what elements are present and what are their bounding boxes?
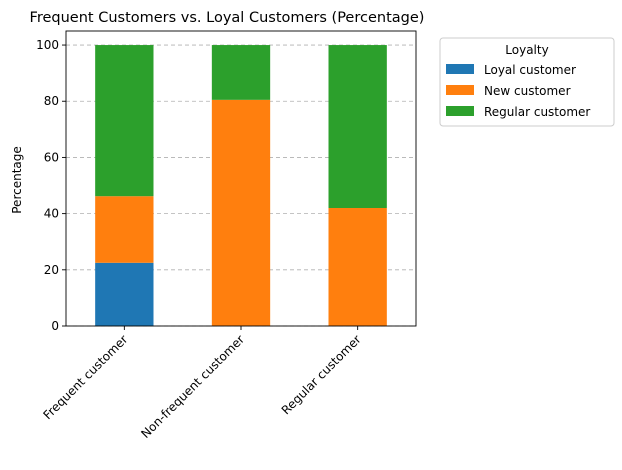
y-tick-label: 60 <box>44 150 59 164</box>
y-tick-label: 100 <box>36 38 59 52</box>
y-tick-label: 0 <box>51 319 59 333</box>
y-axis-label: Percentage <box>10 146 24 214</box>
legend-label: Regular customer <box>484 105 590 119</box>
x-tick-label: Frequent customer <box>40 332 130 422</box>
y-tick-label: 80 <box>44 94 59 108</box>
x-tick-label: Non-frequent customer <box>138 332 247 441</box>
bar-segment <box>211 45 271 100</box>
bars <box>95 45 387 326</box>
legend: Loyalty Loyal customer New customer Regular… <box>439 37 615 127</box>
legend-swatch <box>446 85 474 95</box>
bar-segment <box>211 99 271 326</box>
legend-swatch <box>446 106 474 116</box>
legend-label: New customer <box>484 84 571 98</box>
x-tick-label: Regular customer <box>279 332 364 417</box>
chart-title: Frequent Customers vs. Loyal Customers (… <box>30 10 425 26</box>
legend-swatch <box>446 64 474 74</box>
legend-title: Loyalty <box>505 43 548 57</box>
y-tick-label: 40 <box>44 207 59 221</box>
y-tick-label: 20 <box>44 263 59 277</box>
legend-box <box>439 37 615 127</box>
bar-segment <box>328 208 387 326</box>
legend-label: Loyal customer <box>484 63 576 77</box>
bar-segment <box>328 45 387 208</box>
bar-segment <box>95 196 154 263</box>
bar-segment <box>95 262 154 326</box>
bar-segment <box>95 45 154 197</box>
x-ticks: Frequent customer Non-frequent customer Re… <box>40 326 364 441</box>
y-ticks: 0 20 40 60 80 100 <box>36 38 66 333</box>
